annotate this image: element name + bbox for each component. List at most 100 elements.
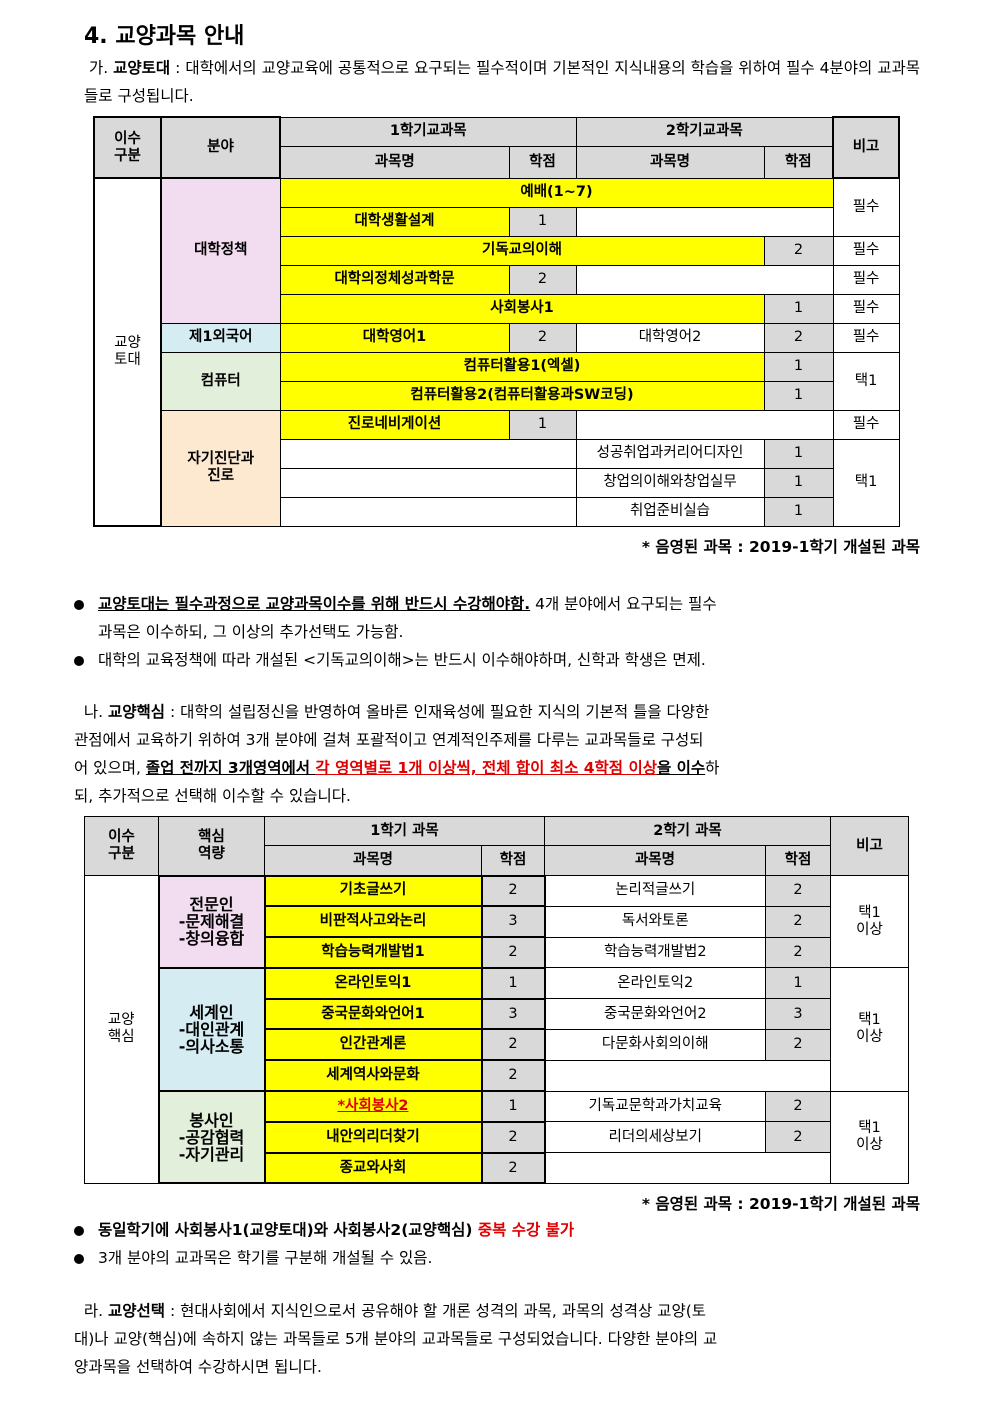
header-field: 분야 xyxy=(160,116,281,179)
bold-text: 동일학기에 사회봉사1(교양토대)와 사회봉사2(교양핵심) xyxy=(98,1221,478,1239)
note-cell: 필수 xyxy=(832,293,900,324)
course: 대학의정체성과학문 xyxy=(279,264,510,295)
course: 중국문화와언어2 xyxy=(544,998,766,1030)
red-text: 중복 수강 불가 xyxy=(477,1221,575,1239)
note-cell: 택1 이상 xyxy=(830,967,909,1092)
course: 컴퓨터활용1(엑셀) xyxy=(279,351,765,382)
course: *사회봉사2 xyxy=(263,1090,483,1123)
credit: 2 xyxy=(765,1121,831,1154)
note-cell: 택1 이상 xyxy=(830,1090,909,1184)
term: 교양선택 xyxy=(107,1302,166,1320)
credit: 3 xyxy=(765,998,831,1030)
credit: 1 xyxy=(508,206,577,237)
bullet-item: 대학의 교육정책에 따라 개설된 <기독교의이해>는 반드시 이수해야하며, 신… xyxy=(74,646,706,674)
header-credit1: 학점 xyxy=(481,845,545,876)
table-row: 종교와사회 2 xyxy=(85,1151,909,1185)
empty-cell xyxy=(544,1152,831,1184)
course: 기독교의이해 xyxy=(279,235,765,266)
section-title: 4. 교양과목 안내 xyxy=(84,24,245,49)
header-name2: 과목명 xyxy=(575,145,765,179)
course: 창업의이해와창업실무 xyxy=(575,467,765,498)
course: 대학생활설계 xyxy=(279,206,510,237)
course: 온라인토익2 xyxy=(544,967,766,1000)
table-row: 취업준비실습 1 xyxy=(94,496,899,527)
table-row: 교양 핵심 전문인 -문제해결 -창의융합 기초글쓰기 2 논리적글쓰기 2 택1 이상 xyxy=(84,874,909,1184)
label: 라. xyxy=(83,1302,108,1320)
field-cell: 컴퓨터 xyxy=(160,351,281,411)
bold-text: 을 이수 xyxy=(656,759,706,777)
table-row: 컴퓨터활용2(컴퓨터활용과SW코딩) 1 xyxy=(94,380,899,411)
foundation-table: 이수 구분 분야 1학기교과목 2학기교과목 비고 과목명 학점 과목명 학점 교양 토대 대학… xyxy=(93,116,901,527)
table-row: 중국문화와언어1 3 중국문화와언어2 3 xyxy=(85,997,909,1031)
bullet-item: 3개 분야의 교과목은 학기를 구분해 개설될 수 있음. xyxy=(74,1244,432,1272)
credit: 2 xyxy=(480,1151,546,1185)
credit: 1 xyxy=(763,380,834,411)
bullet-item: 교양토대는 필수과정으로 교양과목이수를 위해 반드시 수강해야함. 4개 분야… xyxy=(74,590,920,646)
intro-foundation: 가. 교양토대 : 대학에서의 교양교육에 공통적으로 요구되는 필수적이며 기… xyxy=(84,54,920,110)
course: 대학영어1 xyxy=(279,322,510,353)
credit: 2 xyxy=(765,905,831,938)
header-note: 비고 xyxy=(830,816,909,876)
core-group-cell: 봉사인 -공감협력 -자기관리 xyxy=(157,1090,266,1185)
note-cell: 필수 xyxy=(832,177,900,237)
credit: 1 xyxy=(763,293,834,324)
category-cell: 교양 토대 xyxy=(93,177,162,527)
text: 대학의 교육정책에 따라 개설된 <기독교의이해>는 반드시 이수해야하며, 신… xyxy=(98,651,706,669)
text: : 현대사회에서 지식인으로서 공유해야 할 개론 성격의 과목, 과목의 성격… xyxy=(165,1302,707,1320)
credit: 2 xyxy=(508,264,577,295)
credit: 1 xyxy=(480,1090,546,1123)
course: 진로네비게이션 xyxy=(279,409,510,440)
course: 논리적글쓰기 xyxy=(544,875,766,907)
course: 비판적사고와논리 xyxy=(263,905,483,939)
table-row: 제1외국어 대학영어1 2 대학영어2 2 필수 xyxy=(94,322,900,353)
empty-cell xyxy=(575,409,834,440)
intro-core: 나. 교양핵심 : 대학의 설립정신을 반영하여 올바른 인재육성에 필요한 지… xyxy=(74,698,920,810)
course: 대학영어2 xyxy=(575,322,765,353)
bullet-icon xyxy=(74,1225,84,1236)
header-note: 비고 xyxy=(832,116,901,179)
empty-cell xyxy=(575,206,834,237)
credit: 2 xyxy=(508,322,577,353)
table-row: 성공취업과커리어디자인 1 택1 xyxy=(94,438,900,527)
credit: 1 xyxy=(763,467,834,498)
header-sem2: 2학기교과목 xyxy=(575,116,834,147)
table-row: 내안의리더찾기 2 리더의세상보기 2 xyxy=(85,1120,909,1154)
bold-text: 교양토대는 필수과정으로 교양과목이수를 위해 반드시 수강해야함. xyxy=(98,595,531,613)
category-cell: 교양 핵심 xyxy=(84,875,159,1184)
core-group-cell: 전문인 -문제해결 -창의융합 xyxy=(157,874,266,969)
text: 관점에서 교육하기 위하여 3개 분야에 걸쳐 포괄적이고 연계적인주제를 다루… xyxy=(74,731,704,749)
table-row: 세계인 -대인관계 -의사소통 온라인토익1 1 온라인토익2 1 택1 이상 xyxy=(85,966,909,1093)
header-sem1: 1학기 과목 xyxy=(264,816,545,846)
header-category: 이수 구분 xyxy=(93,116,162,179)
text: 어 있으며, xyxy=(74,759,146,777)
table-row: 세계역사와문화 2 xyxy=(85,1059,909,1093)
bold-text: 졸업 전까지 3개영역에서 xyxy=(145,759,316,777)
credit: 1 xyxy=(480,966,546,1000)
header-credit1: 학점 xyxy=(508,145,577,179)
credit: 2 xyxy=(480,1059,546,1093)
course: 인간관계론 xyxy=(263,1028,483,1062)
core-table: 이수 구분 핵심 역량 1학기 과목 2학기 과목 비고 과목명 학점 과목명 학점 교양 핵… xyxy=(84,816,909,1185)
note-cell: 필수 xyxy=(832,322,900,353)
label: 나. xyxy=(83,703,108,721)
text: 되, 추가적으로 선택해 이수할 수 있습니다. xyxy=(74,787,351,805)
empty-cell xyxy=(279,467,577,498)
table-row: 봉사인 -공감협력 -자기관리 *사회봉사2 1 기독교문학과가치교육 2 택1 이상 xyxy=(85,1090,909,1185)
bullet-icon xyxy=(74,1253,84,1264)
core-group-cell: 세계인 -대인관계 -의사소통 xyxy=(157,966,266,1093)
course: 성공취업과커리어디자인 xyxy=(575,438,765,469)
course: 예배(1~7) xyxy=(279,177,834,208)
credit: 2 xyxy=(765,936,831,969)
credit: 2 xyxy=(480,874,546,908)
red-text: 각 영역별로 1개 이상씩, 전체 합이 최소 4학점 이상 xyxy=(315,759,657,777)
term: 교양토대 xyxy=(113,59,171,77)
table-row: 창업의이해와창업실무 1 xyxy=(94,467,899,498)
credit: 2 xyxy=(480,936,546,969)
text: 하 xyxy=(705,759,720,777)
credit: 2 xyxy=(480,1028,546,1062)
shaded-note: * 음영된 과목 : 2019-1학기 개설된 과목 xyxy=(641,538,920,556)
header-credit2: 학점 xyxy=(765,845,831,876)
course: 독서와토론 xyxy=(544,905,766,938)
course: 다문화사회의이해 xyxy=(544,1028,766,1061)
